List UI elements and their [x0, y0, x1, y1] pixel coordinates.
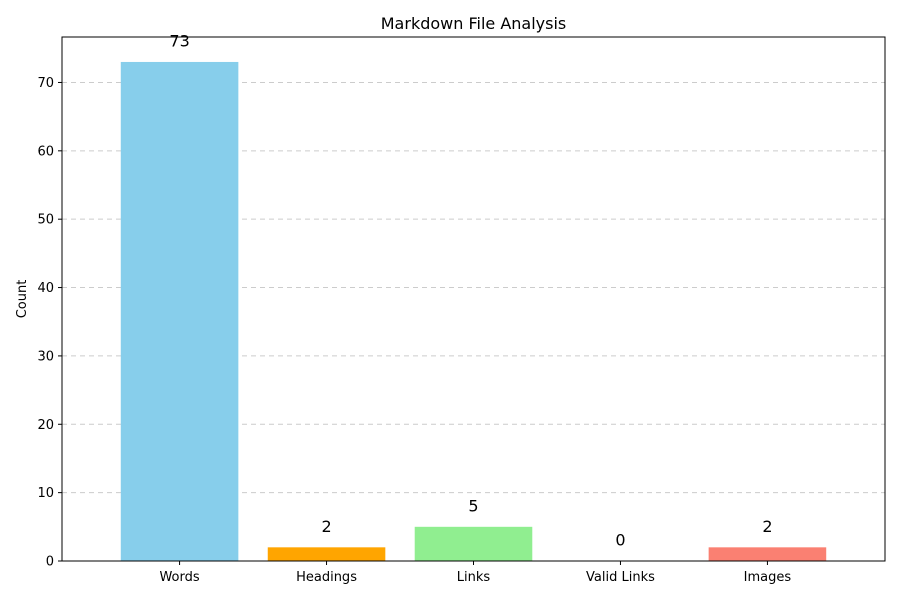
- value-label-links: 5: [468, 496, 478, 515]
- plot-frame: [61, 36, 886, 562]
- y-tick-label-70: 70: [37, 76, 54, 91]
- y-tick-label-50: 50: [37, 213, 54, 228]
- bar-images: [708, 547, 827, 561]
- bar-links: [414, 526, 533, 561]
- y-axis-label: Count: [15, 280, 30, 319]
- axes: Words Headings Links Valid Links Images01020…: [37, 36, 886, 585]
- x-tick-label-images: Images: [744, 570, 792, 585]
- y-tick-label-60: 60: [37, 144, 54, 159]
- chart-title: Markdown File Analysis: [381, 14, 567, 33]
- value-labels: 73 2 5 0 2: [169, 31, 772, 549]
- x-tick-label-words: Words: [159, 570, 199, 585]
- x-tick-label-headings: Headings: [296, 570, 357, 585]
- y-tick-label-10: 10: [37, 486, 54, 501]
- bar-headings: [267, 547, 386, 561]
- y-tick-label-0: 0: [46, 555, 54, 570]
- value-label-words: 73: [169, 31, 189, 50]
- bar-words: [120, 61, 239, 561]
- value-label-valid-links: 0: [615, 530, 625, 549]
- value-label-images: 2: [762, 517, 772, 536]
- x-tick-label-links: Links: [457, 570, 491, 585]
- y-tick-label-20: 20: [37, 418, 54, 433]
- bars: [120, 61, 827, 561]
- x-tick-label-valid-links: Valid Links: [586, 570, 655, 585]
- y-tick-label-30: 30: [37, 349, 54, 364]
- y-tick-label-40: 40: [37, 281, 54, 296]
- value-label-headings: 2: [321, 517, 331, 536]
